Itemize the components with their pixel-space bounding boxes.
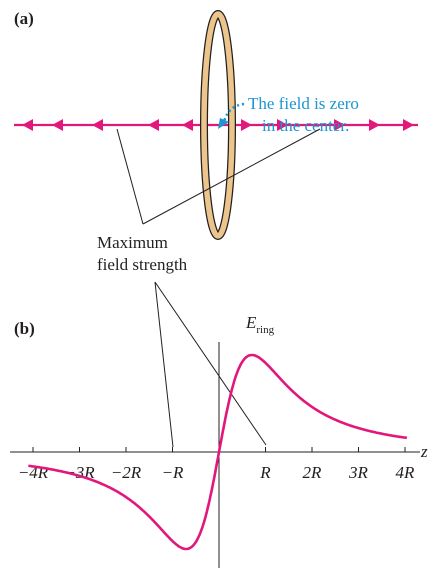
panel-label: (b) (14, 319, 35, 338)
annotation-arrowhead (218, 118, 229, 129)
callout: field strength (97, 255, 188, 274)
field-arrows (22, 119, 414, 131)
panel-label: (a) (14, 9, 34, 28)
arrowhead (277, 119, 288, 131)
arrowhead (182, 119, 193, 131)
arrowhead (148, 119, 159, 131)
callout: Maximum (97, 233, 168, 252)
annotation-arrow (222, 102, 245, 123)
field-curve (28, 353, 408, 551)
callout-line (154, 281, 267, 446)
ring (201, 11, 235, 239)
annotation: The field is zero (248, 94, 359, 113)
arrowhead (241, 119, 252, 131)
arrowhead (334, 119, 345, 131)
arrowhead (92, 119, 103, 131)
callout-line (116, 128, 144, 225)
ticks: −4R −3R −2R −R R 2R 3R 4R (18, 447, 415, 482)
tick-label: −2R (111, 463, 142, 482)
arrowhead (369, 119, 380, 131)
arrowhead (403, 119, 414, 131)
tick-label: 3R (348, 463, 369, 482)
x-axis-symbol: z (420, 442, 428, 461)
tick-label: 2R (303, 463, 323, 482)
tick-label: −R (162, 463, 184, 482)
callout-line (154, 281, 174, 448)
tick-label: 4R (396, 463, 416, 482)
arrowhead (52, 119, 63, 131)
arrowhead (22, 119, 33, 131)
axis-label: Ering (245, 313, 275, 336)
callout-line (142, 128, 321, 225)
annotation: in the center. (262, 116, 349, 135)
tick-label: R (259, 463, 271, 482)
